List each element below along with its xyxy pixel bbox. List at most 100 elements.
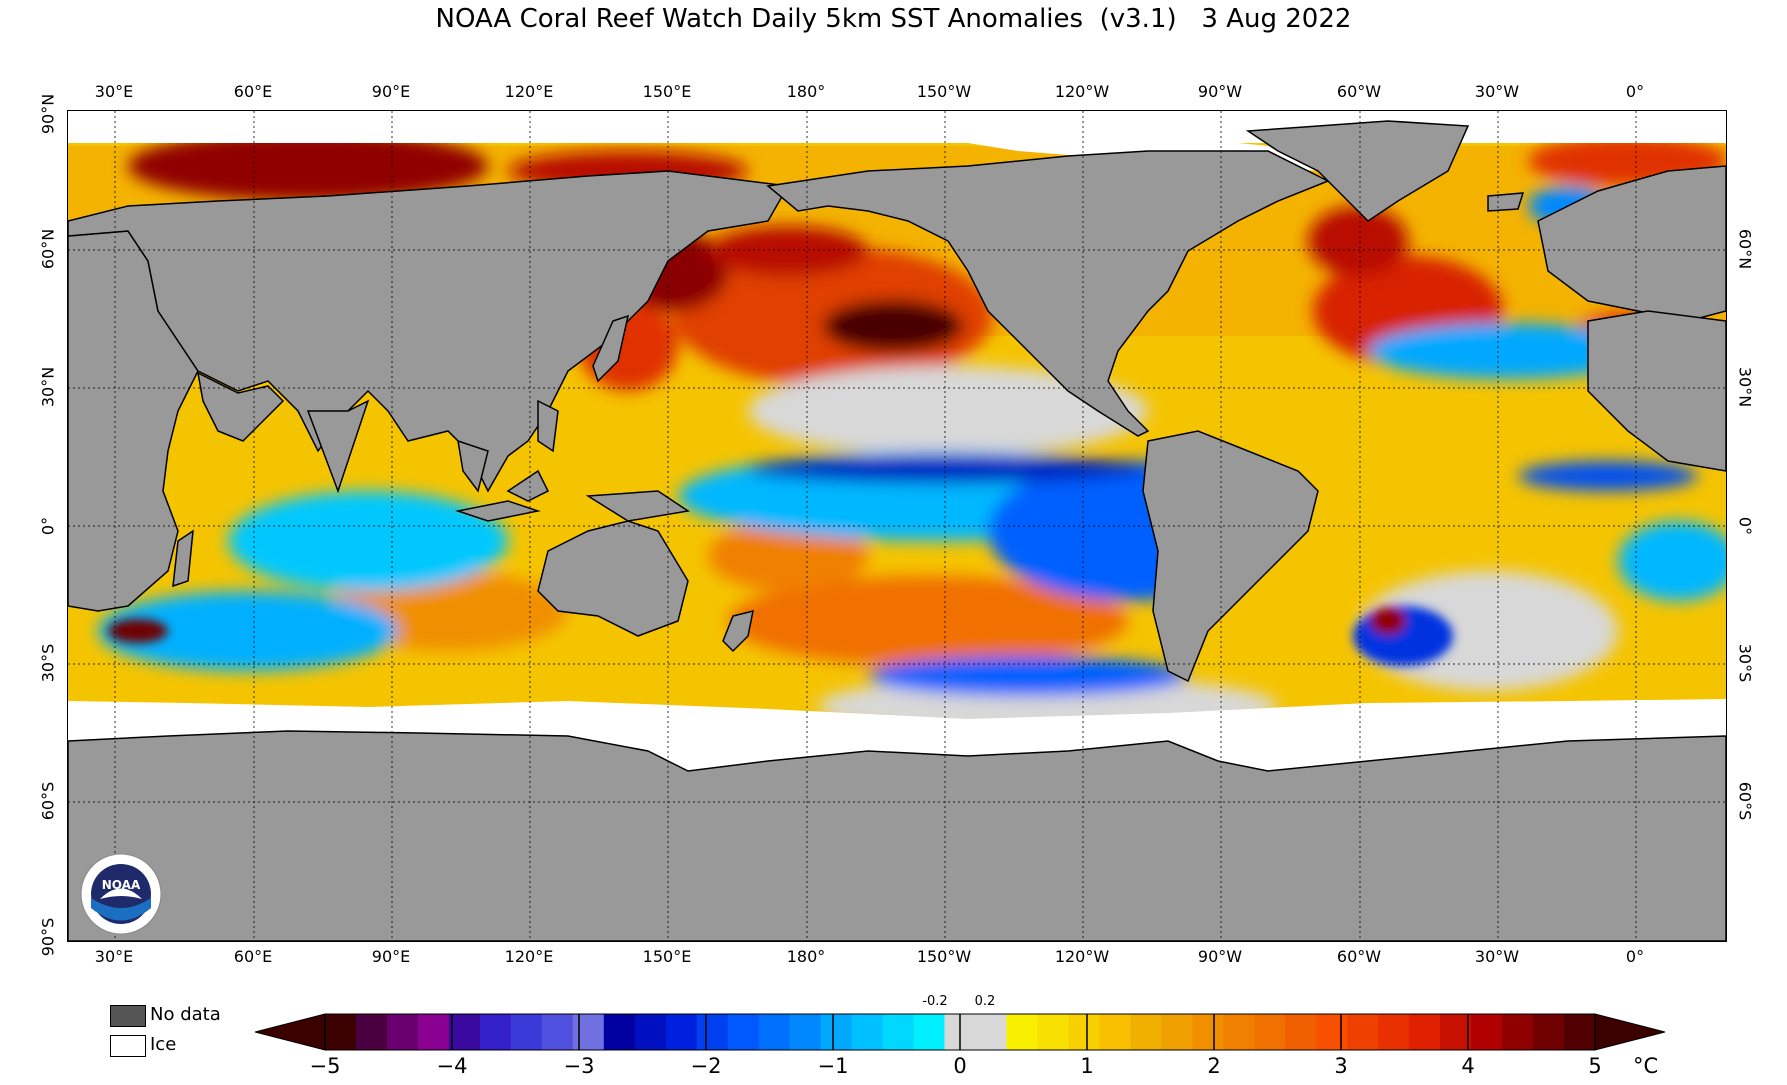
sst-anomaly-map[interactable]: NOAA xyxy=(67,110,1727,942)
colorbar-tick: −2 xyxy=(690,1054,722,1078)
colorbar-cell xyxy=(758,1014,791,1050)
top-lon-label: 60°E xyxy=(233,82,273,101)
colorbar-cell xyxy=(1068,1014,1100,1050)
colorbar-low-arrow xyxy=(254,1013,326,1051)
bottom-lon-label: 150°E xyxy=(642,947,692,966)
left-lat-label: 60°S xyxy=(38,781,58,821)
bottom-lon-label: 30°E xyxy=(94,947,134,966)
land-indochina xyxy=(457,439,489,493)
noaa-logo-icon: NOAA xyxy=(80,853,162,935)
land-europe xyxy=(1537,165,1726,322)
land-iceland xyxy=(1487,192,1525,212)
top-lon-label: 90°W xyxy=(1197,82,1243,101)
colorbar-cell xyxy=(1471,1014,1503,1050)
warm-anomaly-spac xyxy=(728,576,1128,666)
colorbar-cell xyxy=(1564,1014,1596,1050)
cool-anomaly-southern-pacific xyxy=(868,656,1188,696)
warm-anomaly-bering xyxy=(708,226,868,276)
colorbar-cell xyxy=(603,1014,636,1050)
land-eurasia xyxy=(68,170,790,493)
colorbar-high-arrow xyxy=(1594,1013,1666,1051)
land-west-africa xyxy=(1587,310,1726,472)
colorbar-cell xyxy=(1161,1014,1193,1050)
colorbar-cell xyxy=(1037,1014,1070,1050)
ice-label: Ice xyxy=(150,1034,177,1055)
colorbar-cell xyxy=(1533,1014,1565,1050)
bottom-lon-label: 0° xyxy=(1625,947,1645,966)
land-new-zealand xyxy=(722,609,754,653)
colorbar-cell xyxy=(1440,1014,1472,1050)
colorbar-cells xyxy=(324,1014,1596,1050)
colorbar-cell xyxy=(1347,1014,1379,1050)
top-lon-label: 180° xyxy=(786,82,826,101)
colorbar-cell xyxy=(1285,1014,1317,1050)
top-lon-label: 90°E xyxy=(371,82,411,101)
colorbar-cell xyxy=(727,1014,760,1050)
colorbar-cell xyxy=(820,1014,853,1050)
bottom-lon-label: 30°W xyxy=(1474,947,1520,966)
left-lat-label: 60°N xyxy=(38,228,58,270)
colorbar-cell xyxy=(325,1014,357,1050)
top-lon-label: 0° xyxy=(1625,82,1645,101)
land-south-america xyxy=(1142,430,1319,683)
no-data-label: No data xyxy=(150,1004,221,1025)
left-lat-label: 0° xyxy=(38,516,58,536)
bottom-lon-label: 120°E xyxy=(504,947,554,966)
land-japan xyxy=(592,314,630,383)
colorbar-cell xyxy=(572,1014,605,1050)
colorbar-tick: 4 xyxy=(1461,1054,1475,1078)
colorbar-cell xyxy=(1409,1014,1441,1050)
colorbar-tick: 0 xyxy=(953,1054,967,1078)
colorbar-cell xyxy=(448,1014,481,1050)
right-lat-label: 30°N xyxy=(1735,366,1755,408)
colorbar-tick: 1 xyxy=(1080,1054,1094,1078)
colorbar-cell xyxy=(1192,1014,1224,1050)
top-lon-label: 120°E xyxy=(504,82,554,101)
bottom-lon-label: 180° xyxy=(786,947,826,966)
land-indonesia-2 xyxy=(506,469,550,502)
colorbar xyxy=(254,1012,1666,1052)
top-lon-label: 60°W xyxy=(1336,82,1382,101)
land-new-guinea xyxy=(585,490,690,522)
cold-anomaly-agulhas xyxy=(108,619,168,643)
top-lon-label: 30°E xyxy=(94,82,134,101)
left-lat-label: 90°N xyxy=(38,93,58,135)
right-lat-label: 60°S xyxy=(1735,781,1755,821)
land-madagascar xyxy=(172,529,194,588)
colorbar-tick: −3 xyxy=(563,1054,595,1078)
right-lat-label: 60°N xyxy=(1735,228,1755,270)
left-lat-label: 30°S xyxy=(38,643,58,683)
bottom-lon-label: 60°E xyxy=(233,947,273,966)
no-data-swatch xyxy=(110,1005,146,1027)
hot-anomaly-npac-core xyxy=(823,300,963,352)
land-india xyxy=(306,399,370,494)
colorbar-cell xyxy=(541,1014,574,1050)
colorbar-cell xyxy=(1006,1014,1039,1050)
warm-anomaly-labrador xyxy=(1308,206,1408,276)
land-greenland xyxy=(1245,120,1470,222)
graticule xyxy=(68,111,1726,941)
top-lon-label: 150°E xyxy=(642,82,692,101)
map-canvas xyxy=(68,111,1726,941)
colorbar-cell xyxy=(634,1014,667,1050)
colorbar-cell xyxy=(665,1014,698,1050)
colorbar-cell xyxy=(1502,1014,1534,1050)
svg-text:NOAA: NOAA xyxy=(102,878,141,892)
colorbar-tick: 3 xyxy=(1334,1054,1348,1078)
cool-anomaly-south-indian xyxy=(228,491,508,591)
bottom-lon-label: 90°W xyxy=(1197,947,1243,966)
colorbar-cell xyxy=(1316,1014,1348,1050)
cool-anomaly-equator-atlantic xyxy=(1518,461,1698,491)
land-arabia xyxy=(196,371,285,442)
sharp-anomaly-features xyxy=(108,606,1453,666)
left-lat-label: 90°S xyxy=(38,917,58,957)
left-lat-label: 30°N xyxy=(38,366,58,408)
bottom-lon-label: 60°W xyxy=(1336,947,1382,966)
colorbar-canvas xyxy=(254,1013,1666,1051)
land xyxy=(68,120,1726,941)
colorbar-cell xyxy=(696,1014,729,1050)
land-australia xyxy=(537,520,689,637)
bottom-lon-label: 150°W xyxy=(916,947,972,966)
colorbar-cell xyxy=(882,1014,915,1050)
colorbar-cell xyxy=(386,1014,419,1050)
